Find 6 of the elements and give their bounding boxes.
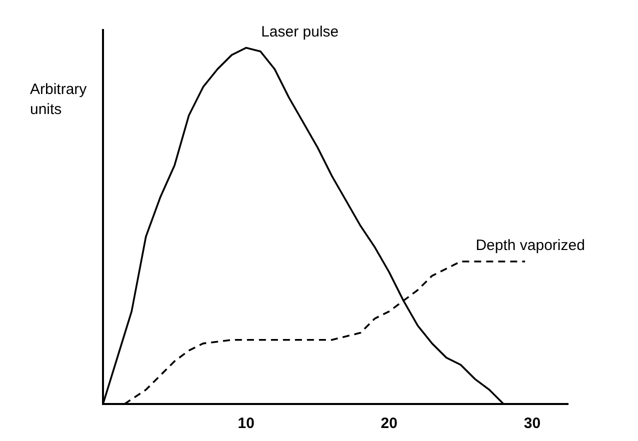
- y-axis-title: Arbitrary units: [30, 80, 88, 120]
- x-tick-label: 10: [238, 415, 254, 432]
- series-label: Depth vaporized: [476, 237, 585, 254]
- series-label: Laser pulse: [261, 23, 339, 40]
- x-tick-label: 20: [380, 415, 398, 432]
- x-tick-label: 30: [524, 415, 541, 432]
